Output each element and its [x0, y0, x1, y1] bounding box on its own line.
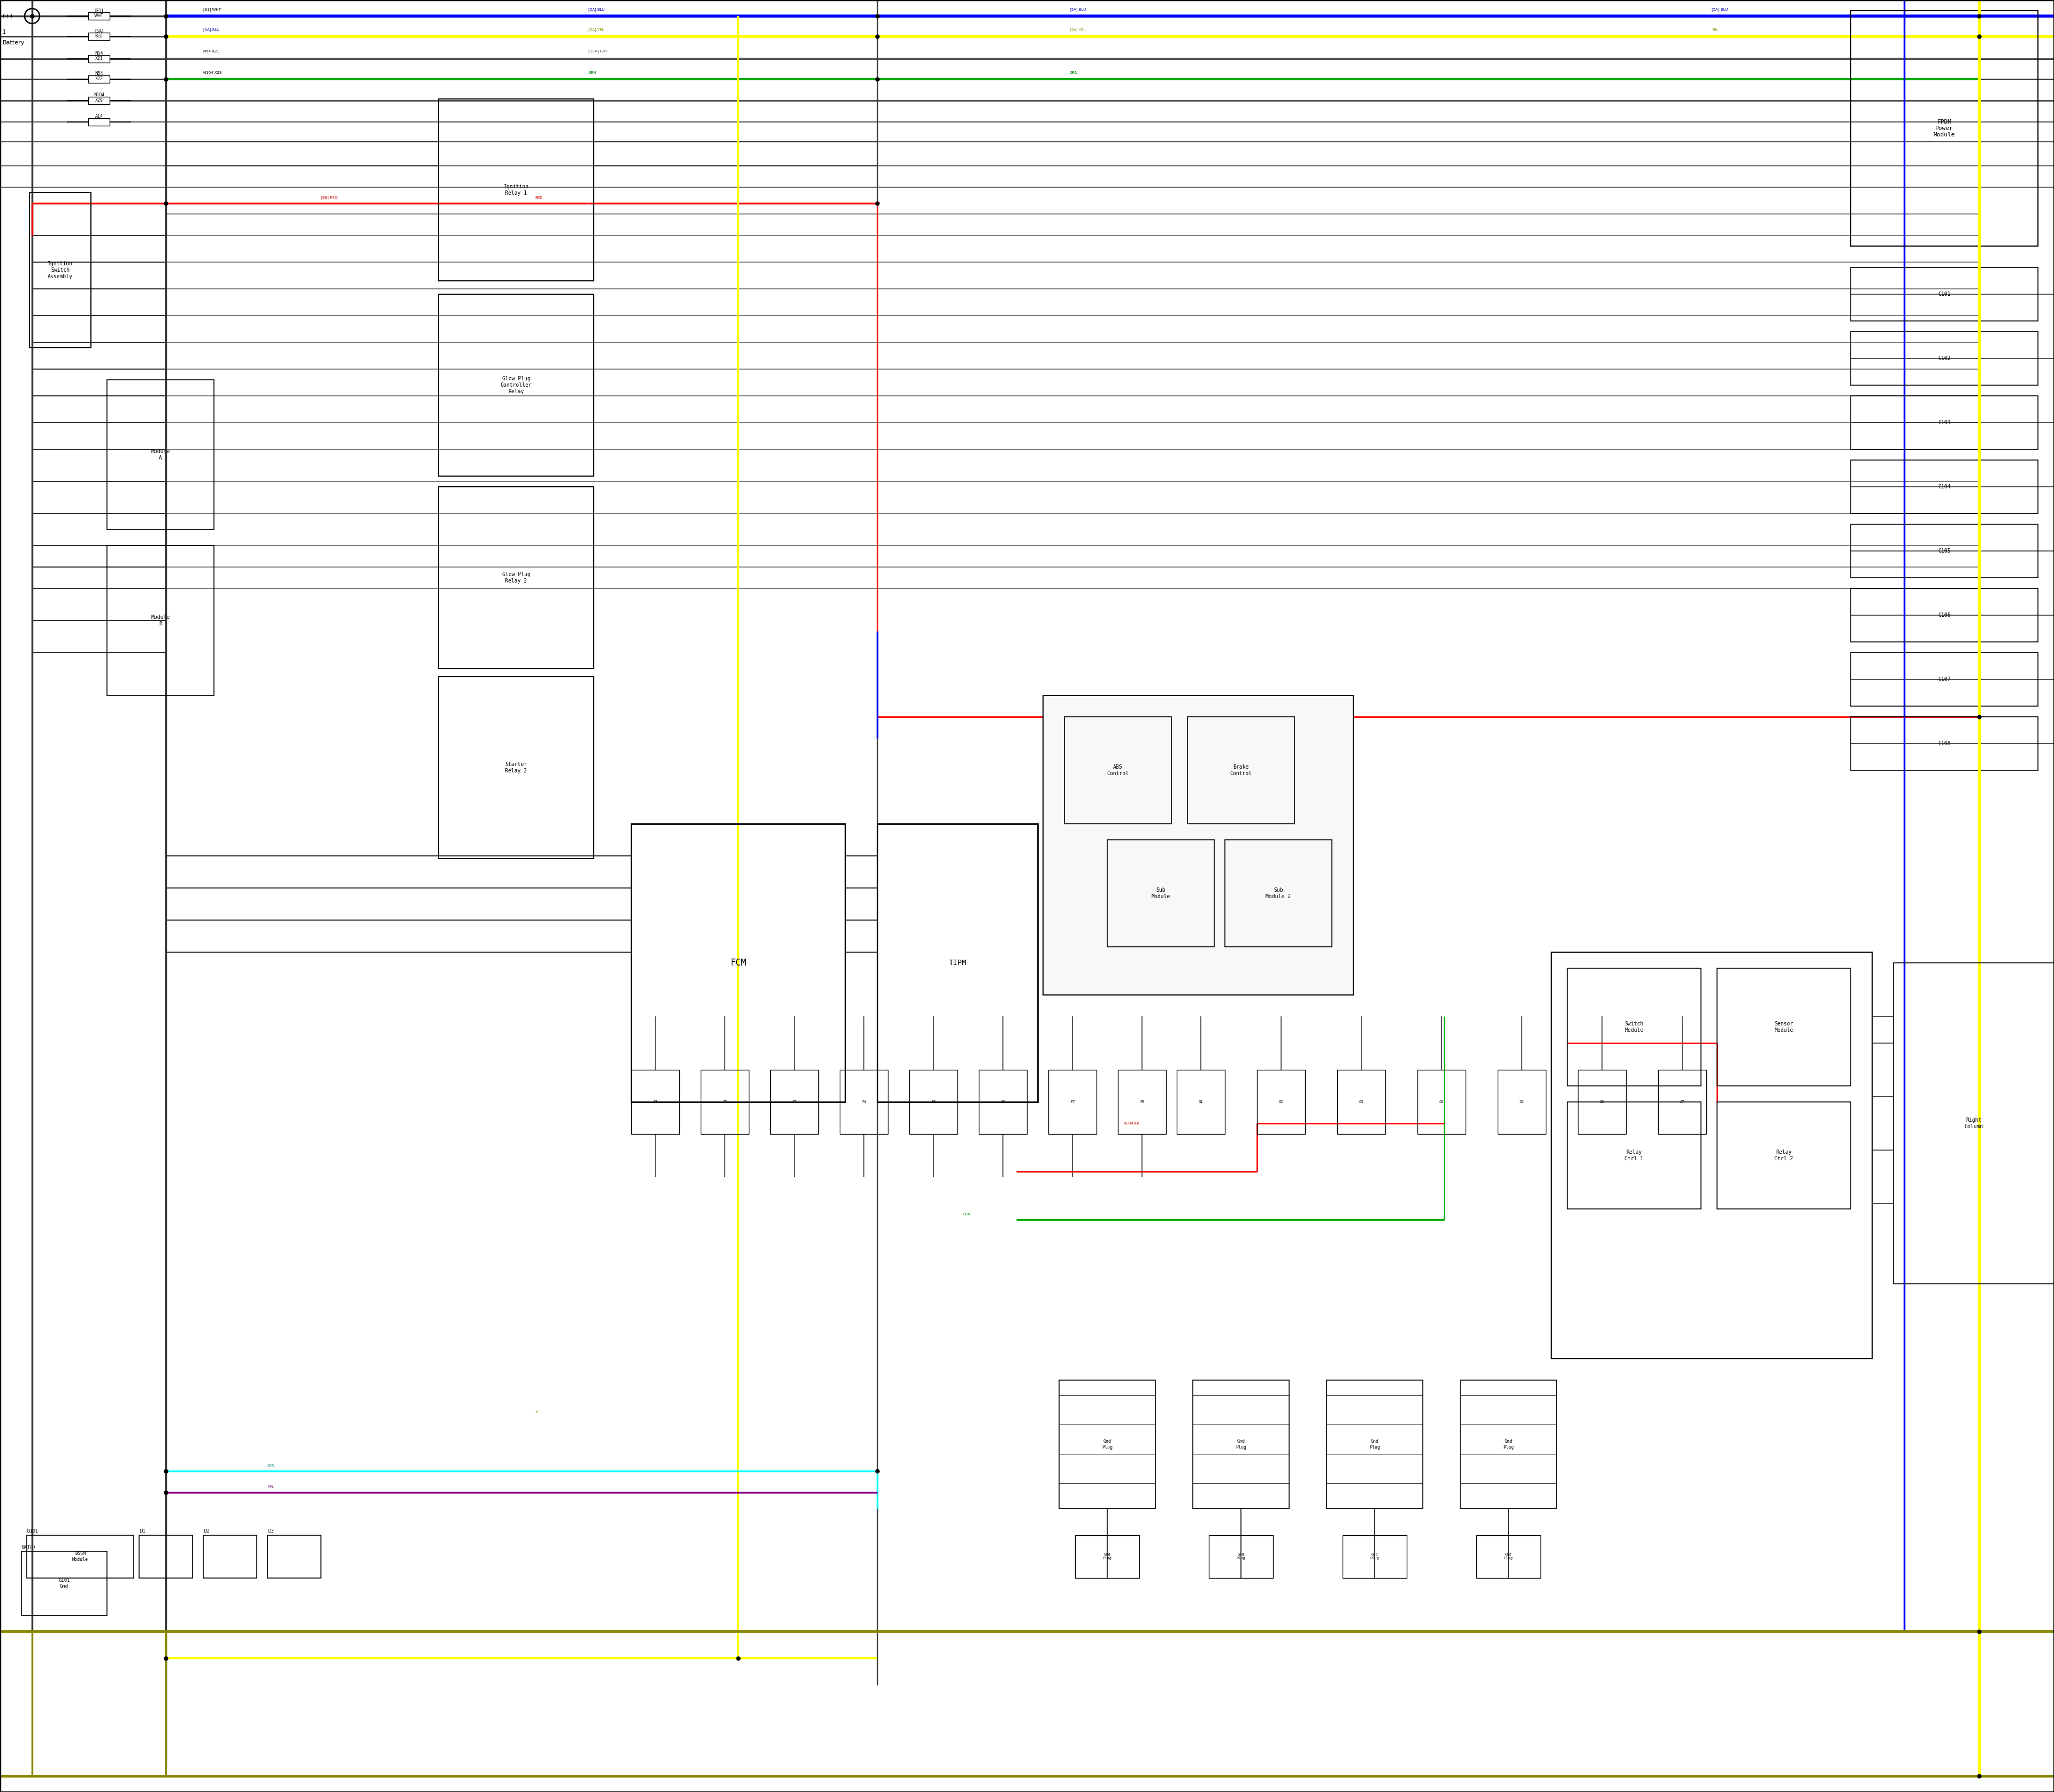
Text: Brake
Control: Brake Control — [1230, 765, 1253, 776]
Bar — [631, 1070, 680, 1134]
Text: RED: RED — [534, 197, 542, 199]
Bar — [1343, 1536, 1407, 1579]
Text: N54
X22: N54 X22 — [94, 72, 103, 81]
Text: G101: G101 — [27, 1529, 39, 1534]
Bar — [910, 1070, 957, 1134]
Text: F8: F8 — [1140, 1100, 1144, 1104]
Bar — [1851, 332, 2038, 385]
Text: A14: A14 — [94, 115, 103, 118]
Bar — [1060, 1380, 1154, 1509]
Bar — [1337, 1070, 1384, 1134]
Text: C103: C103 — [1939, 419, 1951, 425]
Text: Module
B: Module B — [152, 615, 170, 625]
Text: C108: C108 — [1939, 740, 1951, 745]
Text: Gnd
Plug: Gnd Plug — [1370, 1554, 1378, 1561]
Text: [5A]
BLU: [5A] BLU — [94, 29, 103, 39]
Bar — [1210, 1536, 1273, 1579]
Text: Gnd
Plug: Gnd Plug — [1504, 1554, 1514, 1561]
Text: F5: F5 — [930, 1100, 937, 1104]
Text: C104: C104 — [1939, 484, 1951, 489]
Bar — [29, 192, 90, 348]
Text: [5A] BLU: [5A] BLU — [587, 7, 604, 11]
Bar — [1497, 1070, 1547, 1134]
Text: GRN: GRN — [1070, 72, 1078, 73]
Bar — [1551, 952, 1871, 1358]
Bar — [107, 545, 214, 695]
Text: G101
Gnd: G101 Gnd — [58, 1579, 70, 1588]
Bar — [840, 1070, 887, 1134]
Text: [5A] BLU: [5A] BLU — [203, 29, 220, 32]
Bar — [1851, 461, 2038, 514]
Text: G3: G3 — [1360, 1100, 1364, 1104]
Bar — [631, 824, 844, 1102]
Bar — [203, 1536, 257, 1579]
Text: G4: G4 — [1440, 1100, 1444, 1104]
Text: BAT(-): BAT(-) — [21, 1545, 35, 1550]
Bar — [1567, 1102, 1701, 1210]
Text: N54
X21: N54 X21 — [94, 50, 103, 61]
Text: ABS
Control: ABS Control — [1107, 765, 1130, 776]
Text: Ignition
Switch
Assembly: Ignition Switch Assembly — [47, 262, 72, 280]
Text: Right
Column: Right Column — [1964, 1118, 1984, 1129]
Text: 1: 1 — [2, 29, 6, 34]
Text: F3: F3 — [793, 1100, 797, 1104]
Bar — [88, 56, 109, 63]
Bar — [1107, 840, 1214, 946]
Text: CYN: CYN — [267, 1464, 275, 1468]
Bar — [440, 294, 594, 477]
Bar — [107, 380, 214, 530]
Text: G5: G5 — [1520, 1100, 1524, 1104]
Text: Relay
Ctrl 1: Relay Ctrl 1 — [1625, 1150, 1643, 1161]
Bar — [1894, 962, 2054, 1283]
Text: C102: C102 — [1939, 357, 1951, 360]
Text: [E1]
WHT: [E1] WHT — [94, 7, 105, 18]
Text: N104
X29: N104 X29 — [94, 93, 105, 102]
Bar — [1117, 1070, 1167, 1134]
Bar — [1851, 588, 2038, 642]
Text: Gnd
Plug: Gnd Plug — [1370, 1439, 1380, 1450]
Bar — [1658, 1070, 1707, 1134]
Bar — [1048, 1070, 1097, 1134]
Bar — [1074, 1536, 1140, 1579]
Text: G1: G1 — [1200, 1100, 1204, 1104]
Text: G6: G6 — [1600, 1100, 1604, 1104]
Text: F4: F4 — [861, 1100, 867, 1104]
Bar — [267, 1536, 320, 1579]
Bar — [1417, 1070, 1467, 1134]
Bar — [1224, 840, 1331, 946]
Text: Gnd
Plug: Gnd Plug — [1504, 1439, 1514, 1450]
Bar — [770, 1070, 817, 1134]
Bar — [1477, 1536, 1540, 1579]
Bar — [1851, 525, 2038, 577]
Bar — [1567, 968, 1701, 1086]
Text: Gnd
Plug: Gnd Plug — [1237, 1554, 1245, 1561]
Bar — [27, 1536, 134, 1579]
Text: YEL: YEL — [534, 1410, 542, 1414]
Bar — [1043, 695, 1354, 995]
Bar — [1851, 652, 2038, 706]
Text: D1: D1 — [140, 1529, 146, 1534]
Bar — [88, 32, 109, 39]
Text: [5A] BLU: [5A] BLU — [1070, 7, 1087, 11]
Bar — [440, 677, 594, 858]
Text: C105: C105 — [1939, 548, 1951, 554]
Bar — [1717, 1102, 1851, 1210]
Text: D2: D2 — [203, 1529, 210, 1534]
Text: C106: C106 — [1939, 613, 1951, 618]
Bar — [877, 824, 1037, 1102]
Bar — [88, 75, 109, 82]
Text: [E1] WHT: [E1] WHT — [203, 7, 222, 11]
Text: TIPM: TIPM — [949, 959, 967, 966]
Text: RED/BLK: RED/BLK — [1124, 1122, 1140, 1125]
Text: Switch
Module: Switch Module — [1625, 1021, 1643, 1032]
Bar — [700, 1070, 750, 1134]
Text: FCM: FCM — [729, 959, 746, 968]
Text: F1: F1 — [653, 1100, 657, 1104]
Text: G2: G2 — [1280, 1100, 1284, 1104]
Bar — [1851, 717, 2038, 771]
Bar — [440, 99, 594, 281]
Bar — [1851, 267, 2038, 321]
Text: GRN: GRN — [963, 1213, 972, 1217]
Text: G7: G7 — [1680, 1100, 1684, 1104]
Bar — [88, 97, 109, 104]
